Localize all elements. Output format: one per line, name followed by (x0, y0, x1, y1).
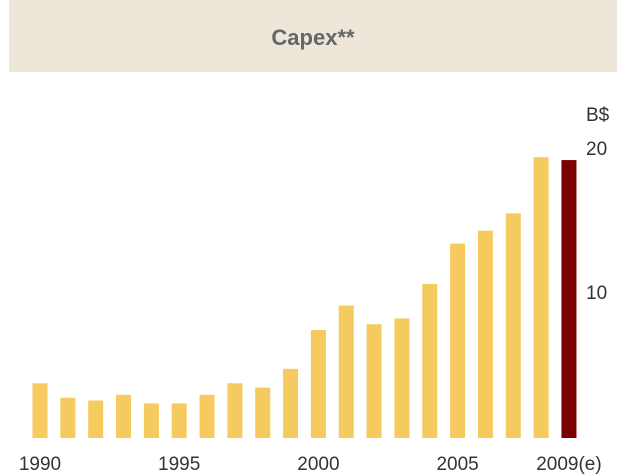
x-tick-label: 1990 (19, 454, 61, 475)
x-tick-label: 2009(e) (536, 454, 602, 475)
x-tick-label: 1995 (158, 454, 200, 475)
bar (505, 213, 521, 438)
y-unit: B$ (586, 105, 610, 126)
bar (561, 160, 577, 438)
bar (32, 383, 48, 438)
bar (143, 403, 159, 438)
bar (310, 330, 326, 438)
x-tick-label: 2000 (297, 454, 339, 475)
chart-title: Capex** (271, 25, 355, 50)
bar (227, 383, 243, 438)
x-tick-label: 2005 (436, 454, 478, 475)
bar (255, 387, 271, 438)
bar (366, 324, 382, 438)
bar (283, 368, 299, 438)
bar (477, 230, 493, 438)
bar (338, 305, 354, 438)
bar (199, 394, 215, 438)
bar (88, 400, 104, 438)
bar (533, 157, 549, 438)
bar (60, 397, 76, 438)
bar (450, 243, 466, 438)
bar (116, 394, 132, 438)
bar (171, 403, 187, 438)
y-tick-label: 20 (586, 139, 607, 160)
bar (394, 318, 410, 438)
title-band (9, 0, 617, 72)
bar (422, 283, 438, 438)
y-tick-label: 10 (586, 283, 607, 304)
